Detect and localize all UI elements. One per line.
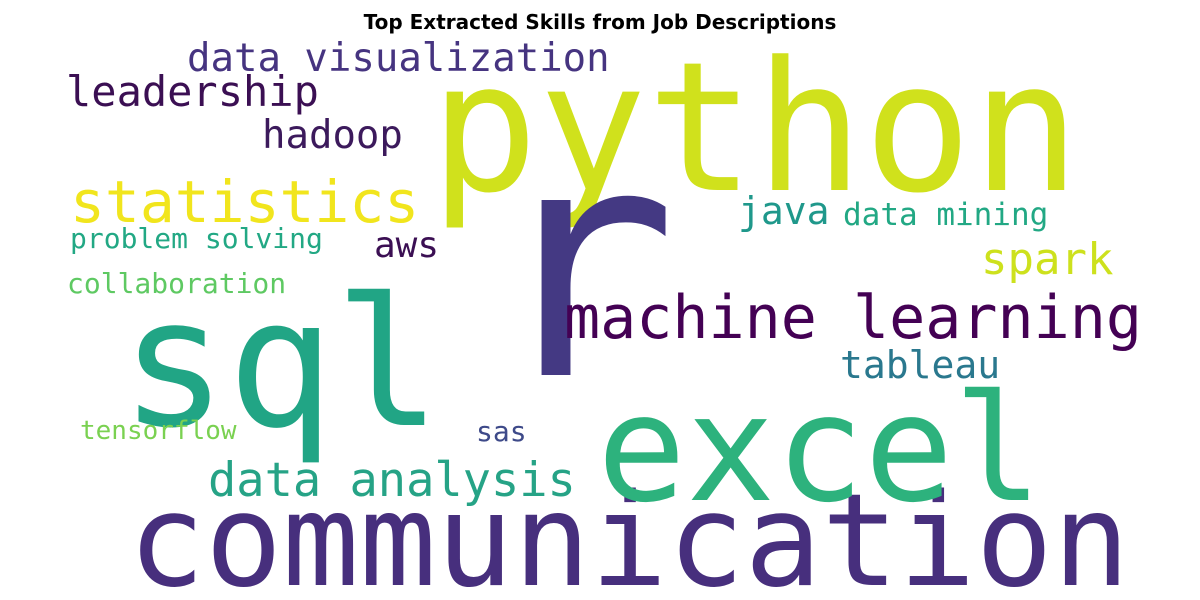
word-java: java (738, 189, 830, 233)
word-data-analysis: data analysis (208, 453, 576, 508)
chart-title: Top Extracted Skills from Job Descriptio… (363, 10, 837, 34)
word-spark: spark (981, 234, 1113, 285)
word-python: python (430, 24, 1080, 233)
word-r: r (485, 79, 678, 451)
word-collaboration: collaboration (67, 267, 286, 300)
word-tableau: tableau (840, 343, 1000, 387)
word-sql: sql (120, 260, 442, 467)
word-machine-learning: machine learning (564, 283, 1142, 353)
word-communication: communication (128, 467, 1130, 600)
word-data-mining: data mining (843, 197, 1048, 233)
word-problem-solving: problem solving (70, 222, 323, 255)
word-statistics: statistics (70, 168, 419, 236)
word-leadership: leadership (66, 67, 319, 116)
word-excel: excel (597, 363, 1043, 535)
word-aws: aws (374, 225, 439, 266)
word-data-visualization: data visualization (187, 36, 610, 81)
word-hadoop: hadoop (262, 113, 403, 158)
word-tensorflow: tensorflow (80, 416, 237, 446)
word-sas: sas (476, 415, 527, 448)
